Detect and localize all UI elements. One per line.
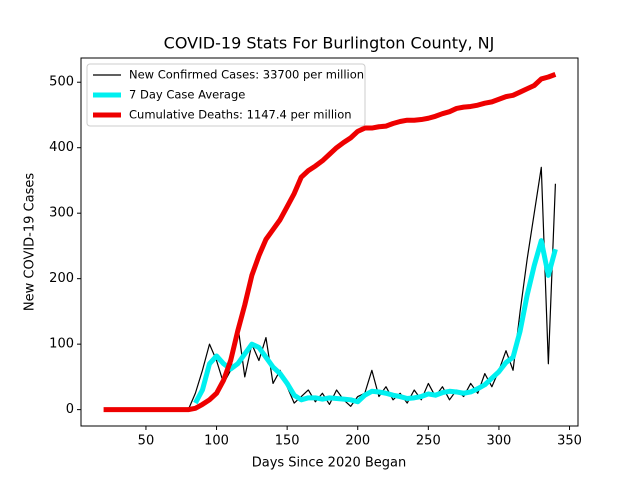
series-line: [193, 238, 558, 405]
x-tick-label: 150: [275, 434, 300, 449]
legend-label: 7 Day Case Average: [129, 88, 245, 102]
y-tick-label: 400: [49, 140, 74, 155]
x-tick-label: 300: [487, 434, 512, 449]
x-tick-label: 50: [138, 434, 155, 449]
y-tick-label: 300: [49, 206, 74, 221]
x-tick-label: 350: [557, 434, 582, 449]
plot-frame: [80, 57, 579, 427]
y-tick-label: 100: [49, 337, 74, 352]
x-tick-label: 200: [345, 434, 370, 449]
chart-title: COVID-19 Stats For Burlington County, NJ: [164, 34, 495, 53]
legend-label: New Confirmed Cases: 33700 per million: [129, 68, 364, 82]
y-tick-label: 500: [49, 75, 74, 90]
x-axis-label: Days Since 2020 Began: [252, 456, 407, 471]
legend-box: [86, 63, 366, 127]
y-tick-label: 200: [49, 271, 74, 286]
legend-label: Cumulative Deaths: 1147.4 per million: [129, 108, 352, 122]
y-tick-label: 0: [66, 402, 74, 417]
x-tick-label: 250: [416, 434, 441, 449]
plot-area: [103, 72, 558, 413]
y-axis-label: New COVID-19 Cases: [23, 173, 38, 311]
x-tick-label: 100: [204, 434, 229, 449]
legend: New Confirmed Cases: 33700 per million 7 …: [86, 63, 366, 127]
series-line: [103, 72, 557, 413]
series-line: [187, 166, 557, 410]
